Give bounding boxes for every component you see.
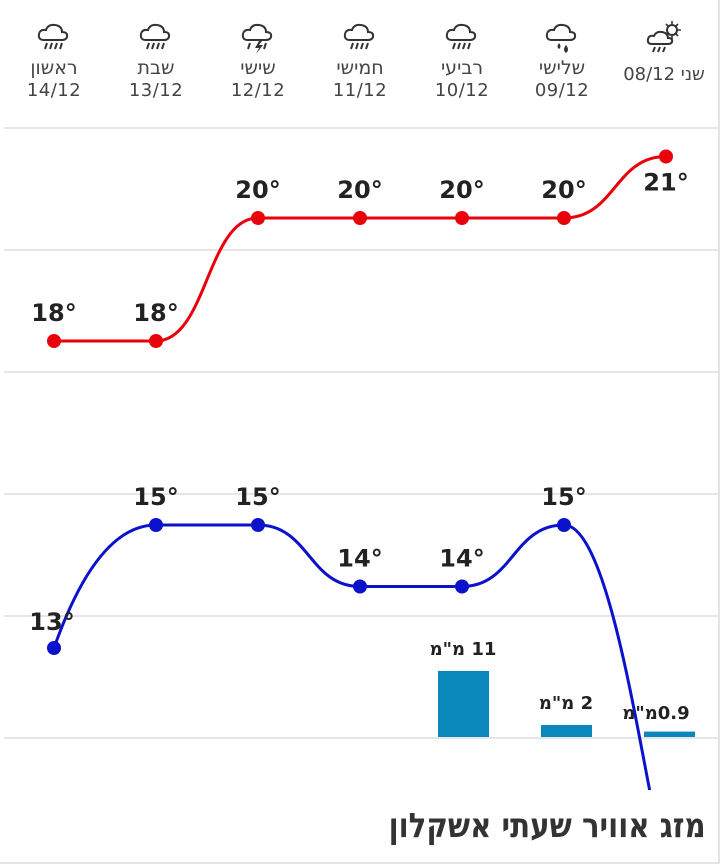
low-temp-point xyxy=(149,518,163,532)
day-name-date: שני 08/12 xyxy=(623,64,705,85)
precipitation-label: 0.9מ"מ xyxy=(622,703,689,724)
day-column[interactable]: ראשון 14/12 xyxy=(2,18,106,102)
low-temp-label: 15° xyxy=(235,483,280,511)
low-temp-point xyxy=(353,579,367,594)
high-temp-point xyxy=(659,149,673,164)
day-column[interactable]: שלישי 09/12 xyxy=(510,18,614,102)
rain-icon xyxy=(136,18,176,58)
rain-drops-icon xyxy=(542,18,582,58)
rain-icon xyxy=(340,18,380,58)
high-temp-label: 18° xyxy=(133,299,178,327)
high-temp-label: 18° xyxy=(31,299,76,327)
day-header-row: שני 08/12 שלישי 09/12 רביעי 10/12 חמישי 11/12 ש… xyxy=(0,0,720,120)
high-temp-label: 20° xyxy=(541,176,586,204)
low-temp-label: 13° xyxy=(29,608,74,636)
thunderstorm-icon xyxy=(238,18,278,58)
day-date: 14/12 xyxy=(26,80,82,101)
high-temp-point xyxy=(353,211,367,225)
low-temp-label: 14° xyxy=(439,545,484,573)
rain-icon xyxy=(442,18,482,58)
day-name: רביעי xyxy=(440,57,484,79)
high-temp-label: 20° xyxy=(337,176,382,204)
low-temp-point xyxy=(455,579,469,594)
day-column[interactable]: חמישי 11/12 xyxy=(308,18,412,102)
high-temp-label: 20° xyxy=(439,176,484,204)
day-name: שבת xyxy=(137,57,175,79)
high-temp-point xyxy=(455,211,469,225)
day-column[interactable]: שבת 13/12 xyxy=(104,18,208,102)
partly-sunny-rain-icon xyxy=(644,18,684,58)
high-temp-label: 21° xyxy=(643,169,688,197)
day-column[interactable]: שישי 12/12 xyxy=(206,18,310,102)
day-column[interactable]: רביעי 10/12 xyxy=(410,18,514,102)
rain-icon xyxy=(34,18,74,58)
low-temp-point xyxy=(47,641,61,655)
page-title: מזג אוויר שעתי אשקלון xyxy=(388,806,706,846)
day-date: 11/12 xyxy=(332,80,388,101)
precipitation-bar xyxy=(438,671,489,737)
day-name: חמישי xyxy=(336,57,384,79)
day-date: 12/12 xyxy=(230,80,286,101)
high-temp-point xyxy=(47,334,61,348)
precipitation-bar xyxy=(541,725,592,737)
precipitation-bar xyxy=(644,731,695,737)
temperature-chart: 18° 18° 20° 20° 20° 20° 21° 13° 15° 15° 14° 14° 15° 1… xyxy=(4,127,718,790)
high-temp-point xyxy=(557,211,571,225)
precipitation-label: 2 מ"מ xyxy=(539,693,593,714)
day-name: שלישי xyxy=(538,57,586,79)
day-date: 13/12 xyxy=(128,80,184,101)
day-date: 10/12 xyxy=(434,80,490,101)
low-temp-point xyxy=(251,518,265,532)
low-temp-label: 15° xyxy=(541,483,586,511)
day-date: 09/12 xyxy=(534,80,590,101)
day-column[interactable]: שני 08/12 xyxy=(612,18,716,85)
low-temp-label: 14° xyxy=(337,545,382,573)
low-temp-label: 15° xyxy=(133,483,178,511)
high-temp-point xyxy=(149,334,163,348)
day-name: שישי xyxy=(240,57,276,79)
high-temp-point xyxy=(251,211,265,225)
precipitation-label: 11 מ"מ xyxy=(430,639,497,660)
high-temp-label: 20° xyxy=(235,176,280,204)
low-temp-point xyxy=(557,518,571,532)
day-name: ראשון xyxy=(30,57,78,79)
